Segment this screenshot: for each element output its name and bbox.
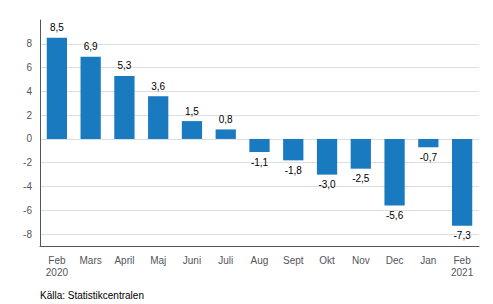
- svg-text:0: 0: [26, 133, 32, 144]
- svg-text:-5,6: -5,6: [386, 210, 404, 221]
- svg-text:Nov: Nov: [352, 255, 370, 266]
- svg-text:Sept: Sept: [283, 255, 304, 266]
- svg-text:4: 4: [26, 86, 32, 97]
- svg-text:Juni: Juni: [183, 255, 201, 266]
- svg-text:2: 2: [26, 110, 32, 121]
- svg-text:-1,1: -1,1: [251, 157, 269, 168]
- svg-text:1,5: 1,5: [185, 106, 199, 117]
- svg-text:Mars: Mars: [80, 255, 102, 266]
- svg-text:6: 6: [26, 62, 32, 73]
- svg-text:-0,7: -0,7: [420, 152, 438, 163]
- svg-text:2020: 2020: [46, 267, 69, 278]
- svg-text:0,8: 0,8: [219, 114, 233, 125]
- svg-text:2021: 2021: [451, 267, 474, 278]
- svg-text:6,9: 6,9: [84, 41, 98, 52]
- svg-text:Juli: Juli: [218, 255, 233, 266]
- svg-text:-4: -4: [23, 181, 32, 192]
- svg-text:Maj: Maj: [150, 255, 166, 266]
- svg-text:-2,5: -2,5: [352, 173, 370, 184]
- svg-text:3,6: 3,6: [151, 81, 165, 92]
- svg-text:8,5: 8,5: [50, 22, 64, 33]
- svg-text:-6: -6: [23, 205, 32, 216]
- svg-text:Aug: Aug: [251, 255, 269, 266]
- svg-text:-3,0: -3,0: [318, 179, 336, 190]
- svg-text:-8: -8: [23, 229, 32, 240]
- svg-text:Feb: Feb: [48, 255, 66, 266]
- svg-text:5,3: 5,3: [117, 60, 131, 71]
- svg-text:Okt: Okt: [319, 255, 335, 266]
- svg-text:Dec: Dec: [386, 255, 404, 266]
- svg-text:-7,3: -7,3: [453, 230, 471, 241]
- svg-text:-1,8: -1,8: [285, 165, 303, 176]
- svg-text:April: April: [114, 255, 134, 266]
- svg-text:Jan: Jan: [420, 255, 436, 266]
- svg-text:-2: -2: [23, 157, 32, 168]
- svg-text:Källa: Statistikcentralen: Källa: Statistikcentralen: [40, 290, 144, 301]
- svg-text:Feb: Feb: [453, 255, 471, 266]
- svg-text:8: 8: [26, 38, 32, 49]
